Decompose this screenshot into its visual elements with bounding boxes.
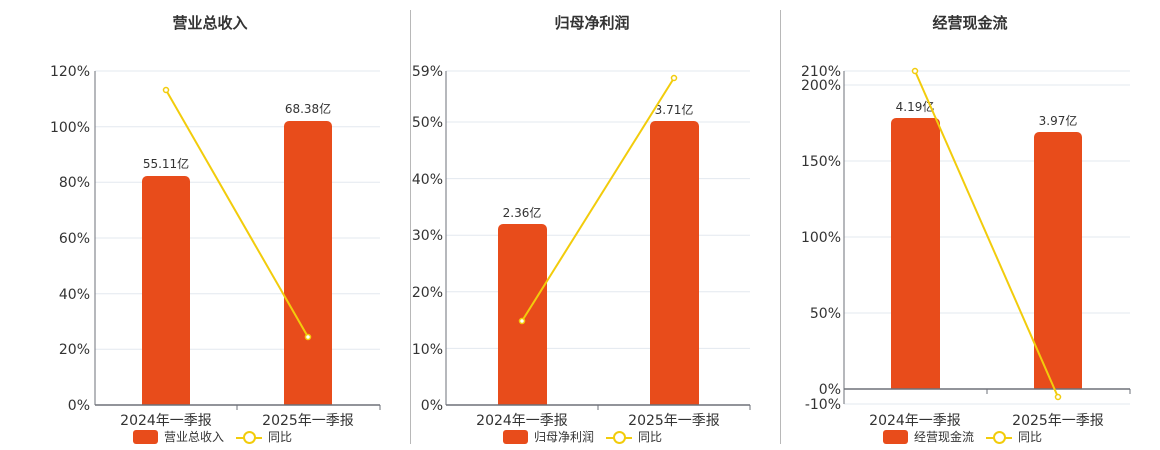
chart-panel-operating-cashflow: 经营现金流 210% 200% 150% 100% 50% 0% -10% 4.… — [780, 0, 1160, 450]
y-tick: 20% — [412, 285, 443, 301]
bar-label: 4.19亿 — [896, 99, 935, 114]
bar-2024[interactable] — [891, 118, 940, 389]
bar-label: 3.97亿 — [1039, 113, 1078, 128]
x-tick: 2024年一季报 — [476, 413, 568, 429]
y-tick: 120% — [50, 64, 90, 80]
x-tick: 2025年一季报 — [628, 413, 720, 429]
legend-line-label[interactable]: 同比 — [638, 430, 663, 444]
legend-line-icon[interactable] — [986, 430, 1013, 444]
y-tick: 0% — [68, 398, 90, 414]
bar-label: 3.71亿 — [655, 102, 694, 117]
y-tick: 40% — [412, 172, 443, 188]
bar-2025[interactable] — [650, 121, 699, 405]
chart-title: 经营现金流 — [932, 14, 1008, 32]
legend-line-icon[interactable] — [606, 430, 633, 444]
bar-2025[interactable] — [1034, 132, 1082, 389]
y-tick: 0% — [819, 382, 841, 398]
bar-label: 55.11亿 — [143, 156, 189, 171]
y-tick: 0% — [421, 398, 443, 414]
legend-line-icon[interactable] — [236, 430, 263, 444]
y-tick: 100% — [801, 230, 841, 246]
bar-label: 68.38亿 — [285, 101, 331, 116]
x-tick: 2024年一季报 — [869, 413, 961, 429]
bar-label: 2.36亿 — [503, 205, 542, 220]
y-tick: 40% — [59, 287, 90, 303]
bar-2025[interactable] — [284, 121, 332, 405]
legend-bar-label[interactable]: 营业总收入 — [164, 430, 225, 444]
yoy-point[interactable] — [304, 333, 312, 341]
panel-divider — [780, 10, 781, 444]
legend-bar-label[interactable]: 经营现金流 — [914, 430, 975, 444]
yoy-line — [914, 70, 1059, 398]
yoy-line — [521, 77, 675, 322]
chart-plot: 59% 50% 40% 30% 20% 10% 0% 2.36亿 3.71亿 2… — [412, 64, 751, 429]
y-tick: 10% — [412, 342, 443, 358]
y-tick: 20% — [59, 342, 90, 358]
yoy-point[interactable] — [911, 67, 919, 75]
yoy-point[interactable] — [670, 74, 678, 82]
y-tick: 50% — [810, 306, 841, 322]
y-tick: 50% — [412, 115, 443, 131]
chart-plot: 210% 200% 150% 100% 50% 0% -10% 4.19亿 3.… — [801, 64, 1131, 429]
bar-2024[interactable] — [142, 176, 190, 405]
legend-bar-label[interactable]: 归母净利润 — [534, 430, 595, 444]
chart-title: 归母净利润 — [554, 14, 630, 32]
yoy-line — [165, 89, 309, 338]
y-tick: -10% — [805, 397, 841, 413]
legend-bar-swatch[interactable] — [133, 429, 158, 444]
y-tick: 150% — [801, 154, 841, 170]
yoy-point[interactable] — [518, 317, 526, 325]
x-tick: 2025年一季报 — [262, 413, 354, 429]
legend-bar-swatch[interactable] — [503, 429, 528, 444]
y-tick: 210% — [801, 64, 841, 80]
legend: 归母净利润 同比 — [503, 428, 662, 445]
yoy-point[interactable] — [162, 86, 170, 94]
y-tick: 60% — [59, 231, 90, 247]
legend: 营业总收入 同比 — [133, 428, 292, 445]
legend-bar-swatch[interactable] — [883, 429, 908, 444]
panel-divider — [410, 10, 411, 444]
yoy-point[interactable] — [1054, 393, 1062, 401]
y-tick: 30% — [412, 228, 443, 244]
legend: 经营现金流 同比 — [883, 428, 1042, 445]
x-tick: 2024年一季报 — [120, 413, 212, 429]
y-tick: 59% — [412, 64, 443, 80]
chart-panel-net-profit: 归母净利润 59% 50% 40% 30% 20% 10% 0% 2.36亿 3… — [410, 0, 780, 450]
legend-line-label[interactable]: 同比 — [1018, 430, 1043, 444]
legend-line-label[interactable]: 同比 — [268, 430, 293, 444]
y-tick: 200% — [801, 78, 841, 94]
y-tick: 80% — [59, 175, 90, 191]
chart-panel-revenue: 营业总收入 120% 100% 80% 60% 40% 20% 0% 55.11… — [0, 0, 410, 450]
x-tick: 2025年一季报 — [1012, 413, 1104, 429]
bar-2024[interactable] — [498, 224, 547, 405]
y-tick: 100% — [50, 120, 90, 136]
chart-plot: 120% 100% 80% 60% 40% 20% 0% 55.11亿 68.3… — [50, 64, 381, 429]
chart-title: 营业总收入 — [172, 14, 248, 32]
